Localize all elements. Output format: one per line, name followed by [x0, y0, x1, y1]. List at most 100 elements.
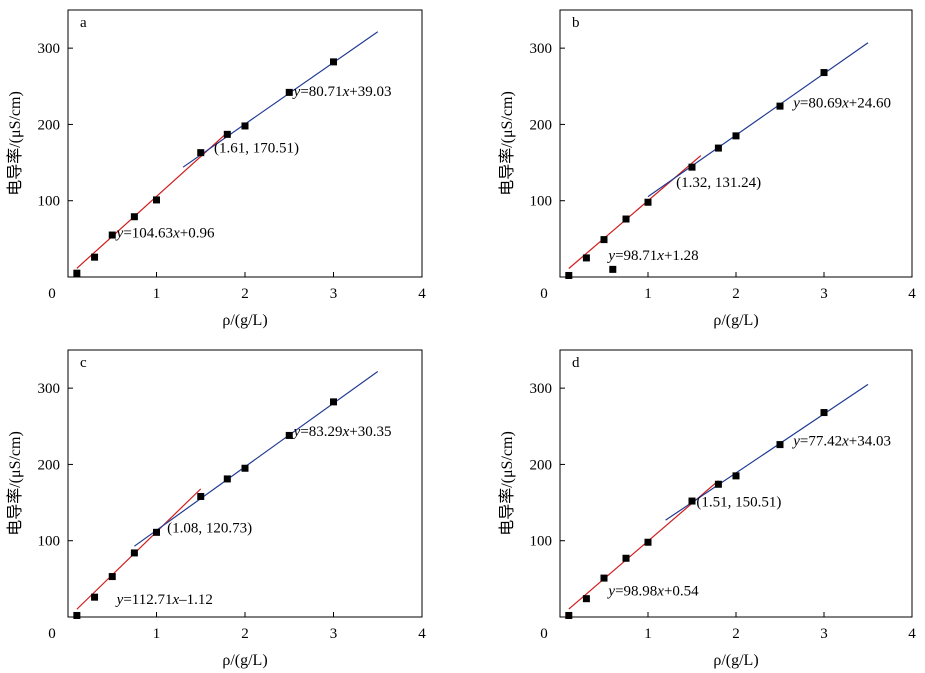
x-tick-label: 2 [241, 626, 249, 642]
x-tick-label: 4 [908, 626, 916, 642]
fit-line-low [76, 488, 202, 610]
data-point [130, 213, 138, 221]
data-point [600, 236, 608, 244]
fit-line-low [76, 132, 228, 269]
fit-equation-label: y=80.69x+24.60 [791, 96, 891, 112]
x-tick-label: 4 [418, 626, 426, 642]
x-tick-label: 1 [153, 626, 161, 642]
data-point [223, 475, 231, 483]
fit-equation-part: x [172, 225, 180, 241]
data-point [820, 409, 828, 417]
x-tick-label: 0 [540, 286, 548, 302]
data-point [73, 269, 81, 277]
fit-equation-part: x [342, 424, 350, 440]
x-tick-label: 4 [418, 286, 426, 302]
x-tick-label: 1 [644, 626, 652, 642]
y-axis-label: 电导率/(μS/cm) [498, 431, 516, 536]
fit-equation-part: y [292, 84, 301, 100]
fit-equation-label: y=112.71x–1.12 [115, 592, 213, 608]
data-point [776, 102, 784, 110]
intersection-label: (1.61, 170.51) [214, 141, 299, 157]
fit-equation-part: +39.03 [349, 84, 391, 100]
data-point [330, 398, 337, 406]
data-point [73, 611, 81, 619]
data-point [241, 464, 249, 472]
data-point [582, 595, 590, 603]
data-point [644, 198, 652, 206]
intersection-label: (1.51, 150.51) [696, 494, 781, 510]
panel-c: c0 1 2 3 4100200300ρ/(g/L)电导率/(μS/cm)y=112.7… [6, 349, 426, 669]
fit-equation-part: +0.54 [664, 584, 699, 600]
data-point [714, 480, 722, 488]
y-axis-label: 电导率/(μS/cm) [498, 91, 516, 196]
data-point [153, 528, 160, 536]
intersection-label: (1.32, 131.24) [676, 175, 761, 191]
x-tick-label: 0 [48, 626, 56, 642]
fit-equation-part: x [342, 84, 350, 100]
fit-equation-label: y=83.29x+30.35 [292, 424, 392, 440]
y-axis-label: 电导率/(μS/cm) [6, 431, 24, 536]
fit-equation-part: +24.60 [849, 96, 891, 112]
data-point [622, 554, 630, 562]
data-point [609, 265, 617, 273]
data-point [565, 271, 573, 279]
panel-d: d0 1 2 3 4100200300ρ/(g/L)电导率/(μS/cm)y=98.98… [498, 349, 916, 669]
fit-line-high [647, 42, 869, 198]
data-point [820, 69, 828, 77]
x-axis-label: ρ/(g/L) [713, 652, 758, 669]
x-tick-label: 1 [153, 286, 161, 302]
y-tick-label: 200 [530, 457, 553, 473]
y-tick-label: 100 [530, 534, 553, 550]
fit-equation-part: y [791, 96, 800, 112]
panel-label: a [80, 15, 87, 31]
y-tick-label: 300 [530, 41, 553, 57]
x-axis-label: ρ/(g/L) [222, 312, 267, 329]
x-tick-label: 3 [330, 626, 338, 642]
panel-label: c [80, 355, 87, 371]
fit-equation-part: y [606, 584, 615, 600]
data-point [688, 163, 696, 171]
fit-equation-label: y=80.71x+39.03 [292, 84, 392, 100]
x-tick-label: 2 [241, 286, 249, 302]
x-tick-label: 0 [48, 286, 56, 302]
data-point [153, 196, 160, 204]
fit-equation-label: y=98.71x+1.28 [606, 248, 698, 264]
fit-equation-part: x [656, 248, 664, 264]
fit-equation-part: =83.29 [300, 424, 342, 440]
data-point [130, 549, 138, 557]
data-point [644, 538, 652, 546]
fit-equation-label: y=77.42x+34.03 [791, 433, 891, 449]
data-point [582, 254, 590, 262]
fit-equation-part: =80.69 [800, 96, 842, 112]
fit-equation-part: y [606, 248, 615, 264]
x-axis-label: ρ/(g/L) [713, 312, 758, 329]
y-tick-label: 100 [530, 194, 553, 210]
data-point [223, 130, 231, 138]
data-point [776, 441, 784, 449]
data-point [565, 611, 573, 619]
plot-frame [67, 349, 423, 618]
fit-line-low [568, 155, 702, 269]
data-point [285, 88, 293, 96]
fit-equation-part: y [791, 433, 800, 449]
data-point [197, 149, 205, 157]
fit-equation-part: =77.42 [800, 433, 842, 449]
fit-equation-part: +34.03 [849, 433, 891, 449]
fit-equation-label: y=104.63x+0.96 [115, 225, 215, 241]
fit-equation-part: x [841, 433, 849, 449]
intersection-label: (1.08, 120.73) [167, 520, 252, 536]
fit-line-high [134, 370, 379, 547]
fit-equation-part: +1.28 [664, 248, 699, 264]
x-tick-label: 1 [644, 286, 652, 302]
data-point [732, 132, 740, 140]
x-tick-label: 3 [820, 286, 828, 302]
fit-equation-part: +0.96 [180, 225, 215, 241]
x-tick-label: 2 [732, 286, 740, 302]
y-tick-label: 200 [530, 117, 553, 133]
y-tick-label: 200 [38, 457, 61, 473]
fit-equation-part: +30.35 [349, 424, 391, 440]
y-tick-label: 300 [38, 41, 61, 57]
fit-equation-part: =112.71 [123, 592, 172, 608]
y-tick-label: 300 [530, 381, 553, 397]
